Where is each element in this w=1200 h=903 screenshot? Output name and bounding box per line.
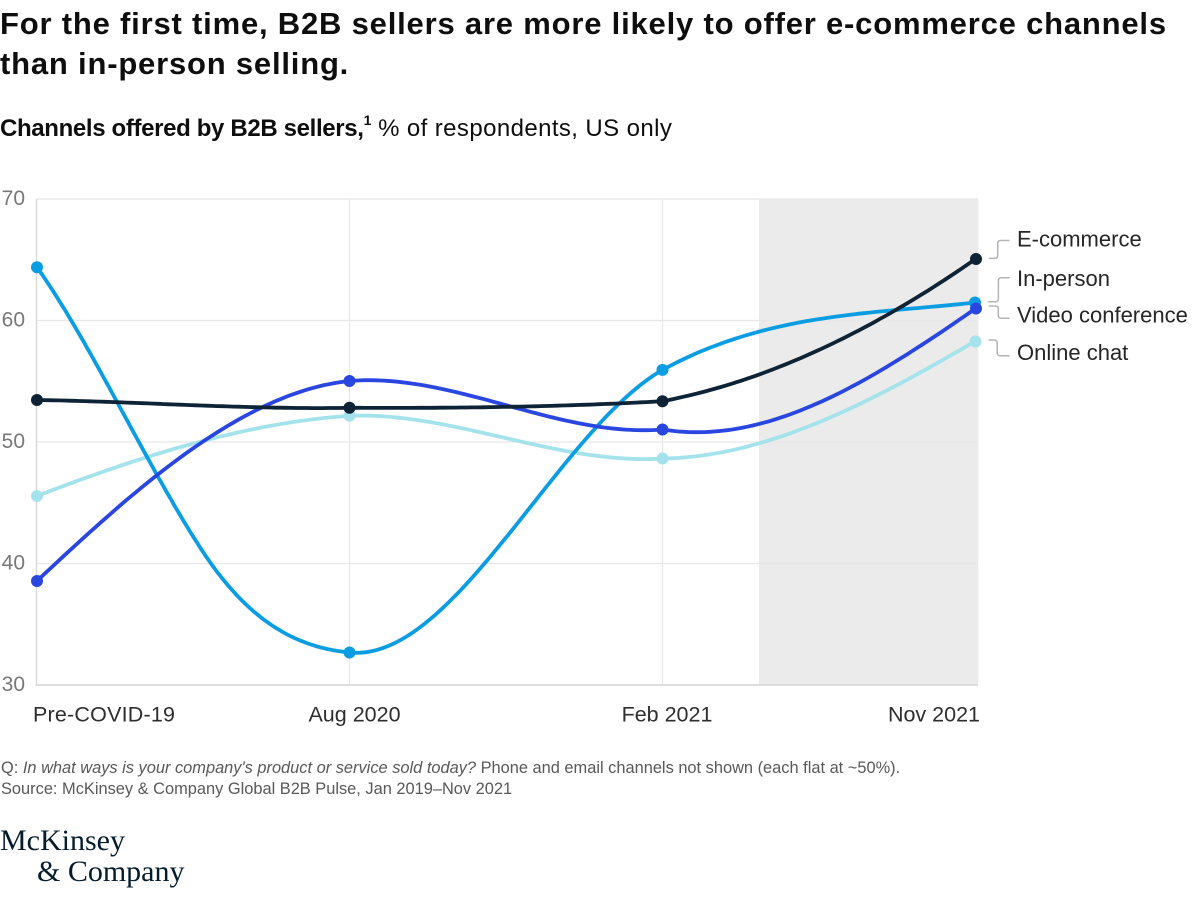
svg-text:40: 40 [2, 552, 25, 575]
svg-text:Online chat: Online chat [1017, 340, 1128, 365]
svg-text:Nov 2021: Nov 2021 [888, 703, 980, 727]
svg-text:70: 70 [2, 187, 25, 210]
svg-text:In-person: In-person [1017, 266, 1110, 291]
svg-text:E-commerce: E-commerce [1017, 226, 1142, 251]
svg-text:Aug 2020: Aug 2020 [308, 703, 400, 727]
svg-text:30: 30 [2, 673, 25, 696]
svg-text:Pre-COVID-19: Pre-COVID-19 [33, 703, 175, 727]
svg-text:Feb 2021: Feb 2021 [622, 703, 713, 727]
svg-text:60: 60 [2, 309, 25, 332]
svg-text:50: 50 [2, 430, 25, 453]
svg-text:Video conference: Video conference [1017, 303, 1188, 328]
